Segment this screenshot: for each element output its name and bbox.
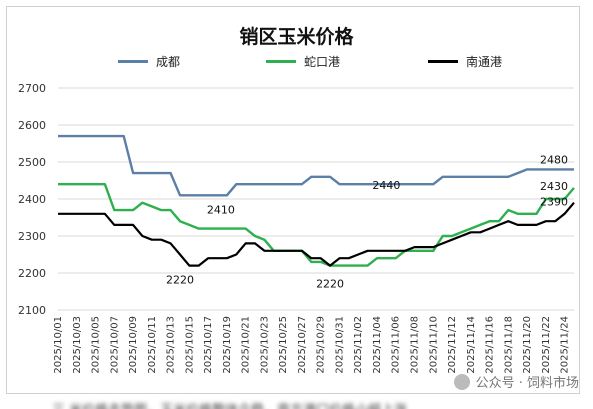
x-tick-label: 2025/11/24 bbox=[560, 316, 571, 374]
legend-label: 南通港 bbox=[466, 54, 503, 69]
x-tick-label: 2025/10/11 bbox=[147, 316, 158, 374]
x-tick-label: 2025/10/21 bbox=[241, 316, 252, 374]
y-tick-label: 2100 bbox=[18, 304, 46, 317]
legend-item-shekou: 蛇口港 bbox=[266, 53, 340, 69]
y-tick-label: 2700 bbox=[18, 82, 46, 95]
x-tick-label: 2025/11/02 bbox=[353, 316, 364, 374]
x-tick-label: 2025/10/15 bbox=[184, 316, 195, 374]
data-label: 2220 bbox=[166, 274, 194, 287]
watermark-text: 公众号 · 饲料市场 bbox=[475, 376, 579, 391]
y-tick-label: 2400 bbox=[18, 193, 46, 206]
x-tick-label: 2025/10/27 bbox=[297, 316, 308, 374]
data-label: 2410 bbox=[207, 203, 235, 216]
y-tick-label: 2200 bbox=[18, 267, 46, 280]
x-tick-label: 2025/11/14 bbox=[466, 316, 477, 374]
legend-swatch bbox=[428, 59, 458, 63]
x-tick-label: 2025/10/09 bbox=[128, 316, 139, 374]
series-line-3 bbox=[58, 201, 575, 267]
data-label: 2440 bbox=[372, 179, 400, 192]
series-lines bbox=[58, 134, 575, 267]
data-label: 2220 bbox=[316, 278, 344, 291]
x-tick-label: 2025/10/13 bbox=[166, 316, 177, 374]
series-line-2 bbox=[58, 182, 575, 267]
x-tick-label: 2025/11/10 bbox=[428, 316, 439, 374]
x-tick-label: 2025/11/22 bbox=[541, 316, 552, 374]
x-axis-ticks: 2025/10/01 2025/10/03 2025/10/05 2025/10/07… bbox=[53, 316, 571, 374]
y-tick-label: 2300 bbox=[18, 230, 46, 243]
y-tick-label: 2500 bbox=[18, 156, 46, 169]
x-tick-label: 2025/11/20 bbox=[522, 316, 533, 374]
x-tick-label: 2025/10/31 bbox=[334, 316, 345, 374]
watermark: 公众号 · 饲料市场 bbox=[453, 372, 579, 391]
data-label: 2430 bbox=[540, 180, 568, 193]
bottom-caption-strip: 三 米价格走势图，玉米价格整体企稳，南方港口价格小幅上涨 bbox=[0, 397, 593, 409]
x-tick-label: 2025/11/16 bbox=[485, 316, 496, 374]
x-tick-label: 2025/10/19 bbox=[222, 316, 233, 374]
x-tick-label: 2025/10/03 bbox=[72, 316, 83, 374]
chart-title: 销区玉米价格 bbox=[239, 26, 354, 48]
x-tick-label: 2025/10/23 bbox=[259, 316, 270, 374]
legend-item-nantong: 南通港 bbox=[428, 53, 502, 69]
y-axis-ticks: 2100 2200 2300 2400 2500 2600 2700 bbox=[18, 82, 46, 317]
x-tick-label: 2025/11/04 bbox=[372, 316, 383, 374]
wechat-icon bbox=[453, 373, 470, 390]
legend-item-chengdu: 成都 bbox=[118, 53, 180, 69]
bottom-caption: 三 米价格走势图，玉米价格整体企稳，南方港口价格小幅上涨 bbox=[52, 399, 407, 409]
annotations: 2410 2220 2220 2440 2480 2430 2390 bbox=[166, 153, 568, 290]
legend-swatch bbox=[118, 59, 148, 63]
y-tick-label: 2600 bbox=[18, 119, 46, 132]
chart-frame bbox=[6, 6, 580, 394]
series-line-1 bbox=[58, 134, 574, 197]
grid-lines bbox=[58, 87, 574, 311]
x-tick-label: 2025/10/17 bbox=[203, 316, 214, 374]
x-tick-label: 2025/11/08 bbox=[410, 316, 421, 374]
x-tick-label: 2025/11/06 bbox=[391, 316, 402, 374]
x-tick-label: 2025/10/29 bbox=[316, 316, 327, 374]
x-tick-label: 2025/11/12 bbox=[447, 316, 458, 374]
x-tick-label: 2025/10/07 bbox=[109, 316, 120, 374]
legend-swatch bbox=[266, 59, 296, 63]
legend-label: 蛇口港 bbox=[304, 54, 341, 69]
data-label: 2480 bbox=[540, 153, 568, 166]
legend-label: 成都 bbox=[156, 54, 181, 69]
x-tick-label: 2025/10/25 bbox=[278, 316, 289, 374]
data-label: 2390 bbox=[540, 196, 568, 209]
x-tick-label: 2025/11/18 bbox=[503, 316, 514, 374]
x-tick-label: 2025/10/01 bbox=[53, 316, 64, 374]
x-tick-label: 2025/10/05 bbox=[91, 316, 102, 374]
